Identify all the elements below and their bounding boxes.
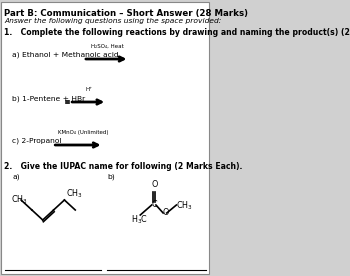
Text: H$_3$C: H$_3$C (131, 213, 148, 225)
Text: H⁺: H⁺ (86, 87, 93, 92)
Text: 1.   Complete the following reactions by drawing and naming the product(s) (2 Ma: 1. Complete the following reactions by d… (4, 28, 350, 37)
Text: CH$_3$: CH$_3$ (176, 200, 193, 213)
Text: Answer the following questions using the space provided:: Answer the following questions using the… (4, 18, 222, 24)
Text: O: O (162, 208, 169, 217)
Text: O: O (152, 180, 158, 189)
Text: a) Ethanol + Methanoic acid: a) Ethanol + Methanoic acid (12, 52, 119, 59)
Text: C: C (152, 200, 158, 209)
Text: c) 2-Propanol: c) 2-Propanol (12, 138, 62, 145)
FancyBboxPatch shape (1, 2, 210, 274)
Text: CH$_3$: CH$_3$ (11, 194, 28, 206)
Text: KMnO₄ (Unlimited): KMnO₄ (Unlimited) (58, 130, 108, 135)
Text: H₂SO₄, Heat: H₂SO₄, Heat (91, 44, 124, 49)
Text: Part B: Communication – Short Answer (28 Marks): Part B: Communication – Short Answer (28… (4, 9, 248, 18)
Text: 2.   Give the IUPAC name for following (2 Marks Each).: 2. Give the IUPAC name for following (2 … (4, 162, 243, 171)
Text: a): a) (12, 173, 20, 179)
Text: CH$_3$: CH$_3$ (65, 188, 83, 200)
Text: b): b) (107, 173, 115, 179)
Text: b) 1-Pentene + HBr: b) 1-Pentene + HBr (12, 95, 85, 102)
